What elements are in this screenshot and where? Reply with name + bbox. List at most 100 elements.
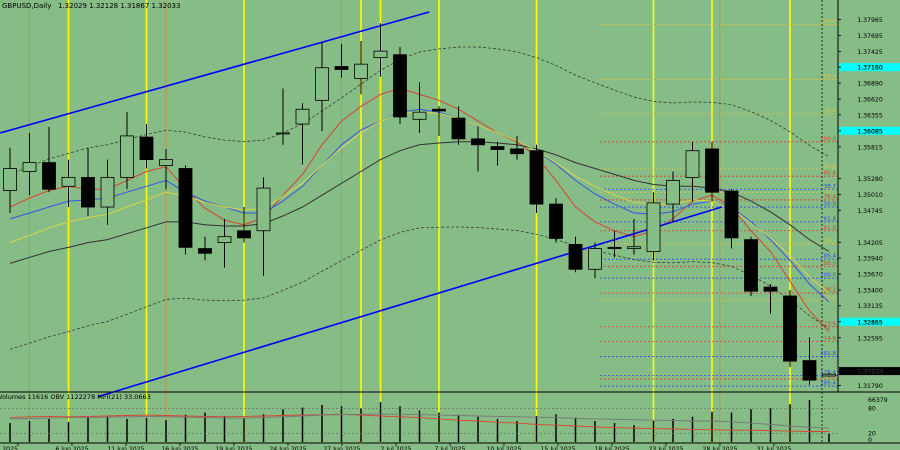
highlight-price-box-1 — [839, 126, 900, 135]
candle-body-8 — [159, 159, 173, 166]
fib-label-10: 61.8 — [824, 216, 837, 222]
fib-label-3: 100.0 — [820, 136, 836, 142]
price-label-8: 1.35815 — [857, 144, 883, 151]
candle-body-37 — [724, 190, 739, 239]
fib-label-21: 176.4 — [820, 370, 836, 376]
candle-body-29 — [568, 243, 583, 270]
candle-body-15 — [295, 108, 310, 125]
time-label-1: 6 Jun 2025 — [55, 446, 88, 450]
price-label-12: 1.34205 — [857, 240, 883, 247]
fib-label-1: 85.4 — [824, 74, 837, 80]
candle-body-0 — [3, 168, 17, 191]
price-label-18: 1.32595 — [857, 335, 883, 342]
indicator-tick-1: 80 — [868, 405, 876, 412]
channel-upper — [0, 11, 430, 134]
candle-body-27 — [529, 150, 544, 205]
candle-body-17 — [334, 66, 349, 70]
candle-body-1 — [22, 162, 37, 172]
price-label-4: 1.36890 — [857, 81, 883, 88]
fib-label-19: 14.6 — [824, 336, 837, 342]
fibonacci-levels: 100.085.476.4100.061.885.450.076.438.250… — [600, 19, 838, 387]
candle-body-20 — [393, 54, 407, 118]
price-label-3: 1.37160 — [857, 65, 883, 72]
candle-body-4 — [81, 176, 95, 208]
obv-line — [9, 413, 829, 432]
highlight-price-label-1: 1.36085 — [857, 128, 883, 135]
channel-lower — [97, 206, 722, 398]
candle-body-21 — [412, 111, 427, 120]
candles — [3, 23, 836, 385]
candle-body-39 — [763, 286, 778, 292]
price-label-2: 1.37425 — [857, 49, 883, 56]
time-label-3: 16 Jun 2025 — [161, 446, 198, 450]
time-label-12: 23 Jul 2025 — [648, 446, 683, 450]
candle-body-36 — [705, 148, 719, 193]
mfi-line — [9, 413, 830, 429]
price-label-14: 1.33670 — [857, 272, 883, 279]
fib-label-9: 50.0 — [824, 202, 837, 208]
time-axis-labels: un 2025 6 Jun 2025 11 Jun 2025 16 Jun 2025 1… — [0, 443, 792, 450]
fib-label-20: 161.8 — [820, 351, 836, 357]
time-label-14: 31 Jul 2025 — [756, 446, 791, 450]
price-label-7: 1.36085 — [857, 128, 883, 135]
fib-label-14: 50.0 — [824, 261, 837, 267]
indicator-tick-2: 20 — [868, 431, 876, 438]
candle-body-40 — [783, 295, 797, 362]
candle-body-34 — [666, 179, 680, 205]
price-highlights: 1.37160 1.36085 1.32865 1.32033 — [839, 63, 900, 376]
candle-body-28 — [549, 203, 563, 239]
candle-body-41 — [802, 360, 817, 381]
candle-body-14 — [276, 132, 290, 135]
price-label-20: 1.31790 — [857, 383, 883, 390]
symbol-label: GBPUSD,Daily — [2, 2, 51, 10]
fib-label-11: 61.8 — [824, 225, 837, 231]
price-label-9: 1.35280 — [857, 176, 883, 183]
candle-body-38 — [744, 239, 758, 292]
candle-body-19 — [373, 50, 388, 59]
price-label-10: 1.35010 — [857, 192, 883, 199]
candle-body-30 — [588, 248, 602, 270]
fib-label-18: 23.6 — [824, 321, 837, 327]
price-label-11: 1.34745 — [857, 208, 883, 215]
candle-body-18 — [354, 63, 368, 79]
indicator-tick-0: 66379 — [868, 397, 888, 404]
time-label-13: 28 Jul 2025 — [702, 446, 737, 450]
price-label-1: 1.37695 — [857, 33, 883, 40]
time-label-9: 10 Jul 2025 — [486, 446, 521, 450]
candle-body-42 — [822, 373, 836, 377]
candle-body-22 — [432, 108, 446, 112]
candle-body-11 — [217, 236, 232, 244]
price-label-19: 1.32033 — [857, 369, 883, 376]
indicator-tick-3: 0 — [868, 437, 872, 444]
price-label-16: 1.33135 — [857, 303, 883, 310]
price-axis-labels: 1.37965 1.37695 1.37425 1.37160 1.36890 1.366… — [838, 17, 883, 390]
candle-body-32 — [627, 246, 641, 249]
time-label-0: un 2025 — [0, 446, 18, 450]
candle-body-6 — [120, 135, 134, 178]
fib-label-13: 85.4 — [824, 254, 837, 260]
candle-body-16 — [315, 67, 329, 101]
candle-body-31 — [607, 246, 622, 249]
fib-label-12: 38.2 — [824, 238, 836, 244]
fib-label-22: 0.0 — [827, 373, 836, 379]
candle-body-2 — [42, 162, 56, 190]
time-label-6: 27 Jun 2025 — [323, 446, 360, 450]
time-label-11: 18 Jul 2025 — [594, 446, 629, 450]
candle-body-10 — [198, 248, 212, 254]
candle-body-12 — [237, 230, 251, 239]
candle-body-9 — [178, 168, 193, 248]
fib-label-0: 100.0 — [820, 19, 836, 25]
channel-lines — [0, 11, 722, 398]
highlight-price-box-2 — [839, 317, 900, 326]
time-label-2: 11 Jun 2025 — [107, 446, 144, 450]
fib-label-5: 85.4 — [824, 171, 837, 177]
ohlc-values: 1.32029 1.32128 1.31867 1.32033 — [58, 2, 180, 10]
current-price-box — [839, 367, 900, 376]
candle-body-35 — [685, 150, 700, 178]
current-price-label: 1.32033 — [857, 369, 883, 376]
candle-body-3 — [61, 176, 76, 187]
fib-label-16: 38.2 — [824, 287, 836, 293]
price-label-15: 1.33400 — [857, 288, 883, 295]
